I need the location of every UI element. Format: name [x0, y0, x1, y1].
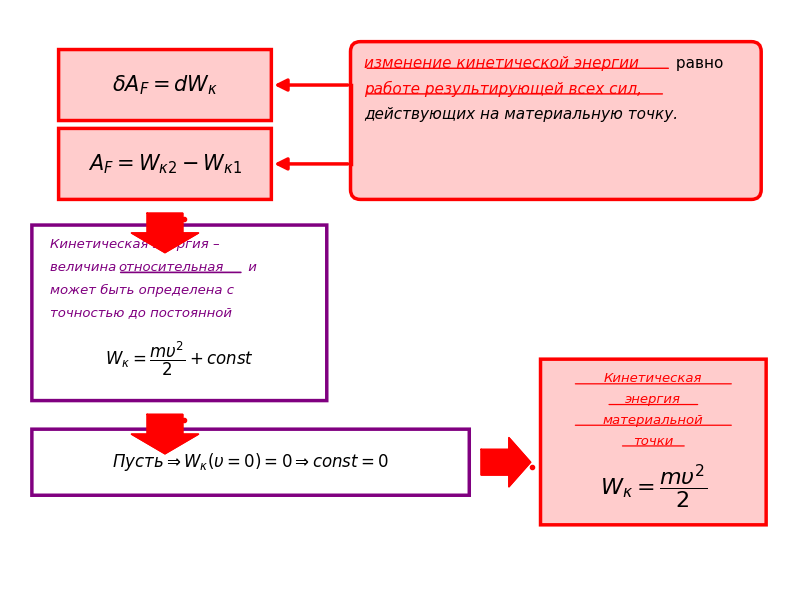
Text: $W_{\kappa} = \dfrac{m\upsilon^2}{2} + const$: $W_{\kappa} = \dfrac{m\upsilon^2}{2} + c… — [105, 340, 254, 379]
Text: точностью до постоянной: точностью до постоянной — [50, 307, 232, 319]
Text: и: и — [244, 261, 257, 274]
Polygon shape — [131, 213, 198, 253]
Text: действующих на материальную точку.: действующих на материальную точку. — [364, 107, 678, 122]
Text: энергия: энергия — [626, 393, 682, 406]
FancyBboxPatch shape — [350, 41, 761, 199]
FancyBboxPatch shape — [58, 50, 271, 121]
FancyBboxPatch shape — [32, 225, 326, 401]
FancyBboxPatch shape — [58, 128, 271, 199]
Polygon shape — [131, 415, 198, 454]
Text: $W_{\kappa} = \dfrac{m\upsilon^2}{2}$: $W_{\kappa} = \dfrac{m\upsilon^2}{2}$ — [600, 463, 707, 511]
Text: $A_F = W_{\kappa 2} - W_{\kappa 1}$: $A_F = W_{\kappa 2} - W_{\kappa 1}$ — [88, 152, 242, 176]
Polygon shape — [481, 437, 530, 487]
Text: величина: величина — [50, 261, 120, 274]
Text: работе результирующей всех сил,: работе результирующей всех сил, — [364, 81, 642, 97]
FancyBboxPatch shape — [32, 429, 470, 495]
Text: может быть определена с: может быть определена с — [50, 284, 234, 296]
Text: Кинетическая: Кинетическая — [604, 373, 702, 385]
Text: $\delta A_F = dW_{\kappa}$: $\delta A_F = dW_{\kappa}$ — [112, 73, 218, 97]
Text: точки: точки — [633, 434, 674, 448]
Text: материальной: материальной — [603, 414, 704, 427]
Text: равно: равно — [671, 56, 723, 71]
Text: относительная: относительная — [118, 261, 223, 274]
Text: изменение кинетической энергии: изменение кинетической энергии — [364, 56, 639, 71]
Text: $\mathit{Пусть} \Rightarrow W_{\kappa}(\upsilon=0)=0 \Rightarrow const=0$: $\mathit{Пусть} \Rightarrow W_{\kappa}(\… — [112, 451, 389, 473]
Text: Кинетическая энергия –: Кинетическая энергия – — [50, 238, 219, 251]
FancyBboxPatch shape — [541, 359, 766, 525]
